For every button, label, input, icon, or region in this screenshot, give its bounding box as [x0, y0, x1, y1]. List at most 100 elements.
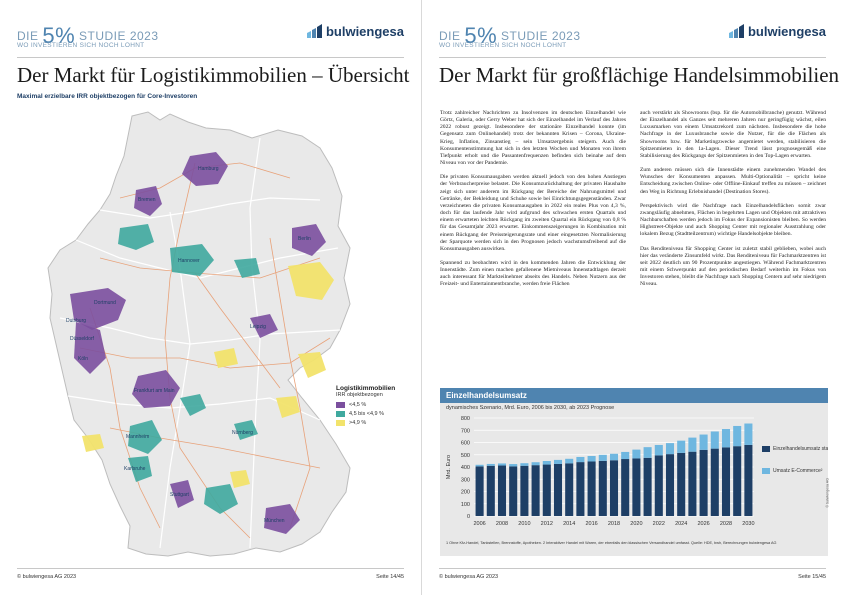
legend-label-mid: 4,5 bis <4,9 %	[349, 410, 385, 417]
footer-page-number: Seite 15/45	[798, 574, 826, 580]
text-column-1: Trotz zahlreicher Nachrichten zu Insolve…	[440, 110, 626, 296]
y-tick-label: 800	[461, 416, 470, 422]
bar-stationary	[677, 452, 686, 516]
bar-stationary	[542, 464, 551, 516]
bulwiengesa-logo: bulwiengesa	[728, 22, 826, 40]
y-tick-label: 0	[467, 514, 470, 520]
bar-ecommerce	[677, 440, 686, 453]
bar-stationary	[553, 463, 563, 516]
x-tick-label: 2008	[496, 521, 508, 527]
legend-subtitle: IRR objektbezogen	[336, 392, 383, 398]
legend-item-high: >4,9 %	[336, 418, 416, 427]
city-label-frankfurt: Frankfurt am Main	[134, 388, 175, 394]
region-nuernberg	[234, 420, 258, 440]
brand-five-percent: 5%	[42, 23, 76, 48]
bar-ecommerce	[509, 464, 518, 467]
bar-ecommerce	[643, 447, 652, 458]
bar-stationary	[699, 449, 708, 516]
text-column-2: auch verstärkt als Showrooms (bsp. für d…	[640, 110, 826, 295]
brand-header: DIE 5% STUDIE 2023 WO INVESTIEREN SICH N…	[439, 14, 826, 54]
x-tick-label: 2028	[720, 521, 732, 527]
region-karlsruhe	[128, 456, 152, 482]
germany-outline	[47, 111, 351, 557]
legend-swatch-ecommerce	[762, 468, 770, 474]
chart-header: Einzelhandelsumsatz	[440, 388, 828, 403]
bar-stationary	[475, 466, 484, 516]
chart-subtitle: dynamisches Szenario, Mrd. Euro, 2006 bi…	[446, 405, 615, 411]
city-label-duesseldorf: Düsseldorf	[70, 336, 95, 342]
city-label-hamburg: Hamburg	[198, 166, 219, 172]
bar-ecommerce	[632, 449, 641, 459]
brand-five-percent: 5%	[464, 23, 498, 48]
bar-ecommerce	[587, 455, 596, 462]
legend-swatch-yellow	[336, 419, 345, 426]
bar-stationary	[598, 460, 607, 516]
region-frankfurt	[132, 370, 180, 408]
y-tick-label: 400	[461, 465, 470, 471]
region-bavaria-south	[204, 484, 238, 514]
region-leipzig	[250, 314, 278, 338]
bulwiengesa-logo: bulwiengesa	[306, 22, 404, 40]
legend-label-ecommerce: Umsatz E-Commerce²	[773, 468, 823, 474]
city-label-nuernberg: Nürnberg	[232, 430, 253, 436]
region-bavaria-east	[276, 396, 300, 418]
header-rule	[17, 57, 404, 58]
bar-ecommerce	[486, 463, 495, 466]
brand-die: DIE	[439, 29, 461, 43]
bar-stationary	[654, 455, 663, 516]
region-stuttgart	[170, 480, 194, 508]
logo-text: bulwiengesa	[325, 23, 404, 39]
logo-mark-icon	[728, 24, 744, 38]
x-tick-label: 2030	[742, 521, 754, 527]
legend-label-low: <4,5 %	[349, 401, 367, 408]
legend-swatch-teal	[336, 410, 345, 417]
chart-footnote: 1 Ohne Kfz-Handel, Tankstellen, Brennsto…	[446, 541, 777, 545]
paragraph: Das Renditeniveau für Shopping Center is…	[640, 245, 826, 288]
paragraph: Trotz zahlreicher Nachrichten zu Insolve…	[440, 110, 626, 167]
city-label-leipzig: Leipzig	[250, 324, 266, 330]
region-berlin	[292, 224, 326, 256]
region-hamburg	[182, 152, 228, 186]
bar-ecommerce	[744, 423, 753, 445]
bar-ecommerce	[699, 434, 708, 450]
region-saarland	[82, 434, 104, 452]
bar-stationary	[587, 461, 596, 516]
header-rule	[439, 57, 826, 58]
bar-stationary	[643, 457, 652, 516]
x-tick-label: 2006	[473, 521, 485, 527]
body-text: Trotz zahlreicher Nachrichten zu Insolve…	[440, 110, 826, 380]
region-mannheim	[128, 420, 162, 454]
page-title: Der Markt für Logistikimmobilien – Übers…	[17, 63, 410, 87]
bar-stationary	[710, 448, 719, 516]
bar-stationary	[576, 462, 585, 516]
chart-title: Einzelhandelsumsatz	[446, 391, 527, 400]
brand-die: DIE	[17, 29, 39, 43]
paragraph: auch verstärkt als Showrooms (bsp. für d…	[640, 110, 826, 159]
bar-ecommerce	[621, 451, 630, 460]
irr-regions	[70, 152, 334, 534]
x-tick-label: 2024	[675, 521, 687, 527]
brand-header: DIE 5% STUDIE 2023 WO INVESTIEREN SICH N…	[17, 14, 404, 54]
region-thuringia	[214, 348, 238, 368]
page-subtitle: Maximal erzielbare IRR objektbezogen für…	[17, 93, 198, 100]
bar-ecommerce	[654, 444, 663, 456]
paragraph: Perspektivisch wird die Nachfrage nach E…	[640, 202, 826, 238]
bar-ecommerce	[665, 443, 675, 455]
brand-tagline: WO INVESTIEREN SICH NOCH LOHNT	[17, 42, 145, 49]
bar-stationary	[632, 458, 641, 516]
region-hannover	[170, 244, 214, 276]
city-labels: Hamburg Bremen Berlin Hannover Dortmund …	[66, 166, 311, 524]
bar-stationary	[497, 465, 507, 516]
x-tick-label: 2010	[518, 521, 530, 527]
city-label-bremen: Bremen	[138, 197, 156, 203]
x-tick-label: 2018	[608, 521, 620, 527]
bar-stationary	[621, 459, 630, 516]
germany-map: Hamburg Bremen Berlin Hannover Dortmund …	[20, 108, 400, 568]
city-label-karlsruhe: Karlsruhe	[124, 466, 146, 472]
retail-sales-chart-box: Einzelhandelsumsatz dynamisches Szenario…	[440, 388, 830, 556]
left-page: DIE 5% STUDIE 2023 WO INVESTIEREN SICH N…	[0, 0, 421, 595]
bar-ecommerce	[475, 464, 484, 467]
bar-stationary	[665, 454, 675, 516]
city-label-mannheim: Mannheim	[126, 434, 149, 440]
legend-swatch-stationary	[762, 446, 770, 452]
